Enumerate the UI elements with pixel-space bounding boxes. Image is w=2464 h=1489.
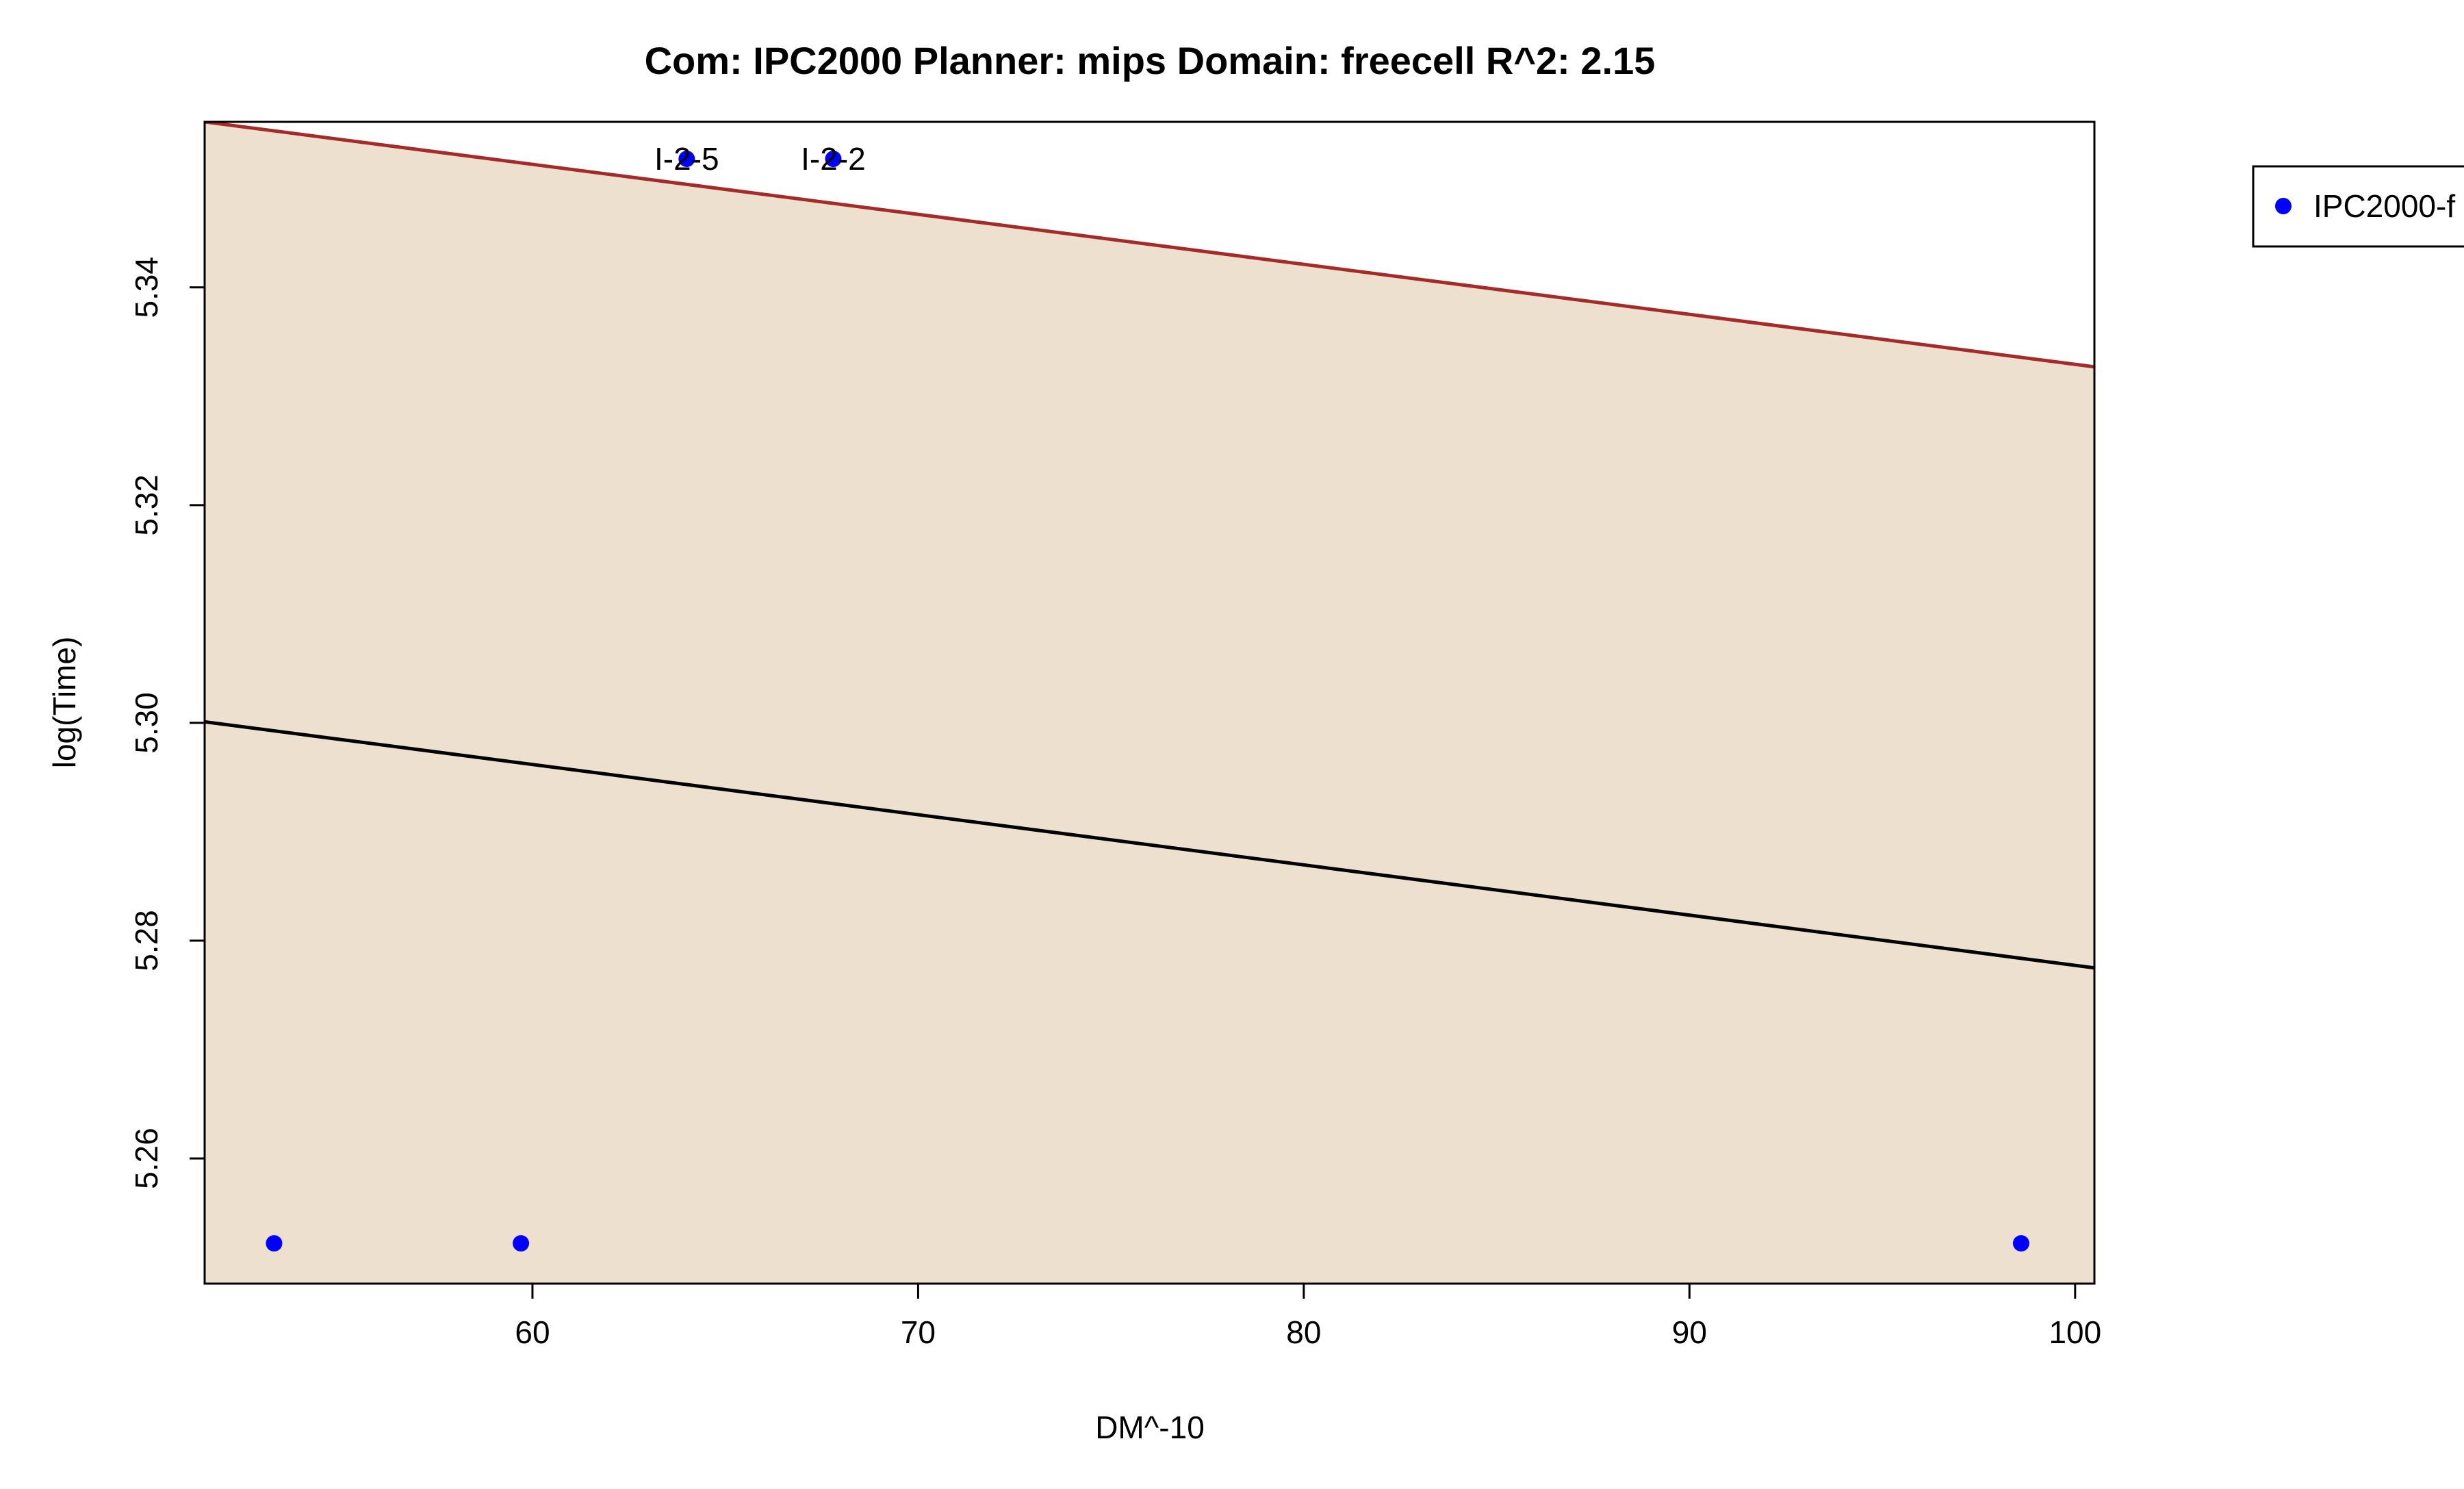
y-tick-label: 5.28 xyxy=(129,910,164,971)
x-axis: 60 70 80 90 100 xyxy=(515,1282,2101,1350)
legend-entry: IPC2000-f xyxy=(2313,188,2455,224)
y-axis: 5.26 5.28 5.30 5.32 5.34 xyxy=(129,257,206,1189)
confidence-band xyxy=(205,122,2094,1284)
x-tick-label: 80 xyxy=(1286,1314,1321,1350)
legend-marker xyxy=(2275,198,2292,214)
x-tick-label: 60 xyxy=(515,1314,550,1350)
legend: IPC2000-f xyxy=(2252,165,2464,248)
data-point xyxy=(513,1235,530,1252)
data-point xyxy=(2012,1235,2029,1252)
data-point xyxy=(825,151,842,168)
point-label: I-2-5 xyxy=(654,141,719,177)
chart-title: Com: IPC2000 Planner: mips Domain: freec… xyxy=(645,39,1656,82)
y-axis-label: log(Time) xyxy=(47,637,82,769)
points-layer: I-2-5 I-2-2 xyxy=(266,141,2029,1252)
x-tick-label: 90 xyxy=(1672,1314,1707,1350)
regression-line xyxy=(205,720,2094,970)
x-axis-label: DM^-10 xyxy=(1095,1410,1205,1445)
plot-area: I-2-5 I-2-2 xyxy=(203,120,2096,1285)
point-label: I-2-2 xyxy=(801,141,866,177)
data-point xyxy=(266,1235,283,1252)
x-tick-label: 100 xyxy=(2049,1314,2101,1350)
upper-bound-line xyxy=(205,122,2094,369)
y-tick-label: 5.26 xyxy=(129,1128,164,1189)
y-tick-label: 5.34 xyxy=(129,257,164,318)
data-point xyxy=(678,151,695,168)
x-tick-label: 70 xyxy=(901,1314,936,1350)
y-tick-label: 5.30 xyxy=(129,692,164,754)
y-tick-label: 5.32 xyxy=(129,474,164,536)
